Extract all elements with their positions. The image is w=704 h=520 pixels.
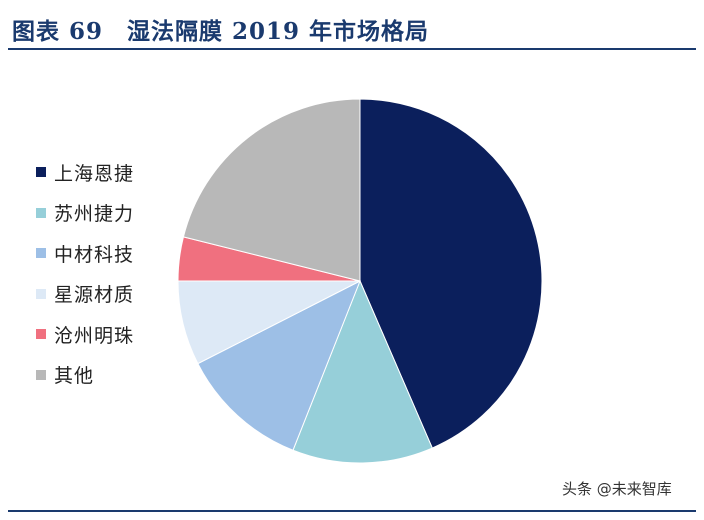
pie-slice-5 bbox=[182, 98, 361, 282]
footer-divider bbox=[8, 510, 696, 512]
legend-swatch bbox=[36, 207, 46, 218]
legend-label: 星源材质 bbox=[54, 284, 135, 307]
source-watermark: 头条 @未来智库 bbox=[562, 480, 672, 498]
legend-swatch bbox=[36, 288, 46, 299]
legend-item: 其他 bbox=[36, 355, 134, 396]
legend-item: 上海恩捷 bbox=[36, 152, 134, 193]
legend-label: 沧州明珠 bbox=[54, 324, 135, 347]
legend-swatch bbox=[36, 329, 46, 340]
pie-slice-1 bbox=[292, 279, 433, 464]
legend-swatch bbox=[36, 167, 46, 178]
pie-slice-2 bbox=[197, 279, 361, 451]
legend-label: 上海恩捷 bbox=[54, 162, 135, 185]
header-divider bbox=[8, 48, 696, 50]
legend-label: 其他 bbox=[54, 365, 95, 388]
chart-header: 图表 69 湿法隔膜 2019 年市场格局 bbox=[0, 0, 704, 54]
legend-item: 中材科技 bbox=[36, 233, 134, 274]
legend-swatch bbox=[36, 369, 46, 380]
legend-item: 沧州明珠 bbox=[36, 314, 134, 355]
chart-legend: 上海恩捷苏州捷力中材科技星源材质沧州明珠其他 bbox=[36, 152, 134, 395]
legend-label: 苏州捷力 bbox=[54, 203, 135, 226]
chart-title: 图表 69 湿法隔膜 2019 年市场格局 bbox=[12, 18, 430, 45]
pie-slice-0 bbox=[359, 98, 543, 449]
legend-label: 中材科技 bbox=[54, 243, 135, 266]
legend-item: 苏州捷力 bbox=[36, 193, 134, 234]
legend-item: 星源材质 bbox=[36, 274, 134, 315]
legend-swatch bbox=[36, 248, 46, 259]
